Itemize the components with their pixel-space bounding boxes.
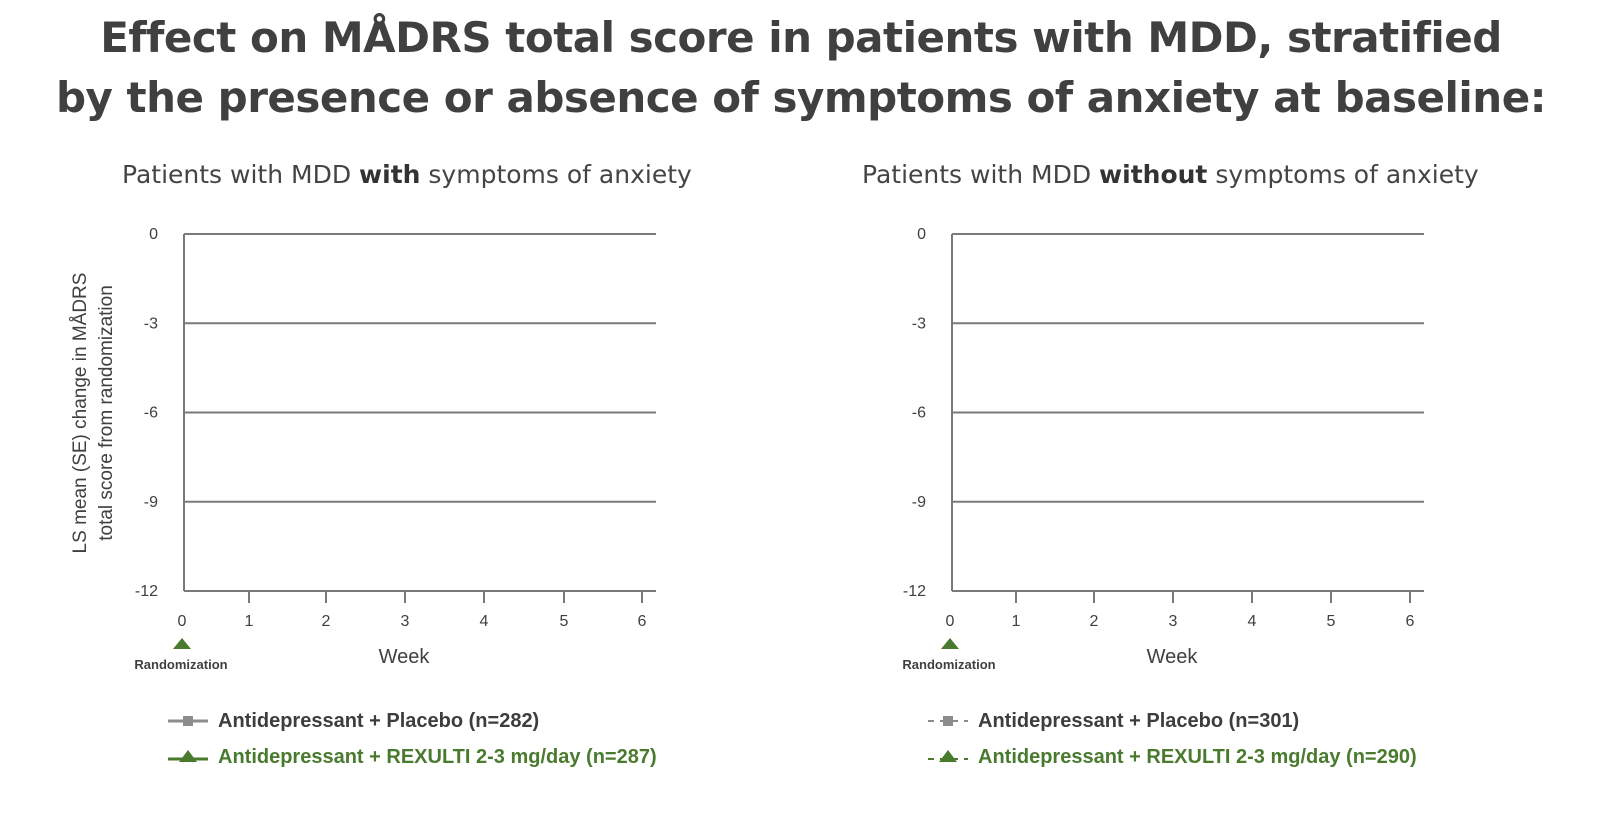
y-axis-label-line-2: total score from randomization: [96, 285, 117, 541]
legend-swatch-rexulti-icon: [168, 750, 208, 762]
legend-label-placebo: Antidepressant + Placebo (n=301): [978, 709, 1300, 732]
x-tick-label: 5: [1327, 613, 1336, 630]
x-tick-label: 6: [1406, 613, 1415, 630]
x-tick-label: 0: [178, 613, 187, 630]
legend-with-anxiety: Antidepressant + Placebo (n=282) Antidep…: [166, 703, 657, 775]
randomization-marker-icon: [941, 638, 959, 649]
y-tick-label: -3: [144, 315, 158, 332]
legend-without-anxiety: Antidepressant + Placebo (n=301) Antidep…: [926, 703, 1417, 775]
x-tick-label: 5: [560, 613, 569, 630]
y-axis-label-line-1: LS mean (SE) change in MÅDRS: [70, 273, 91, 554]
y-tick-label: -12: [903, 583, 926, 600]
chart-title-post: symptoms of anxiety: [1207, 160, 1479, 189]
y-tick-label: 0: [149, 226, 158, 243]
x-tick-label: 6: [638, 613, 647, 630]
y-tick-label: -9: [912, 494, 926, 511]
randomization-label: Randomization: [134, 657, 227, 672]
y-tick-label: 0: [917, 226, 926, 243]
x-tick-label: 4: [480, 613, 489, 630]
randomization-label: Randomization: [902, 657, 995, 672]
x-axis-label: Week: [379, 646, 431, 668]
legend-swatch-rexulti-icon: [928, 750, 968, 762]
legend-label-rexulti: Antidepressant + REXULTI 2-3 mg/day (n=2…: [218, 745, 657, 768]
randomization-marker-icon: [173, 638, 191, 649]
legend-item-rexulti: Antidepressant + REXULTI 2-3 mg/day (n=2…: [926, 739, 1417, 775]
y-tick-label: -3: [912, 315, 926, 332]
y-tick-label: -12: [135, 583, 158, 600]
chart-title-with-anxiety: Patients with MDD with symptoms of anxie…: [122, 160, 692, 189]
legend-item-placebo: Antidepressant + Placebo (n=301): [926, 703, 1417, 739]
chart-title-post: symptoms of anxiety: [420, 160, 692, 189]
chart-title-without-anxiety: Patients with MDD without symptoms of an…: [862, 160, 1479, 189]
x-tick-label: 1: [1012, 613, 1021, 630]
legend-item-rexulti: Antidepressant + REXULTI 2-3 mg/day (n=2…: [166, 739, 657, 775]
x-tick-label: 3: [1169, 613, 1178, 630]
chart-title-bold: with: [359, 160, 421, 189]
chart-title-bold: without: [1099, 160, 1208, 189]
x-tick-label: 3: [401, 613, 410, 630]
x-tick-label: 2: [322, 613, 331, 630]
legend-label-rexulti: Antidepressant + REXULTI 2-3 mg/day (n=2…: [978, 745, 1417, 768]
chart-title-pre: Patients with MDD: [122, 160, 360, 189]
y-tick-label: -6: [912, 405, 926, 422]
legend-label-placebo: Antidepressant + Placebo (n=282): [218, 709, 540, 732]
x-tick-label: 4: [1248, 613, 1257, 630]
page-title: Effect on MÅDRS total score in patients …: [0, 8, 1602, 128]
y-axis-label: LS mean (SE) change in MÅDRS total score …: [70, 273, 117, 554]
page-title-line-1: Effect on MÅDRS total score in patients …: [100, 13, 1502, 62]
x-axis-label: Week: [1147, 646, 1199, 668]
page-title-line-2: by the presence or absence of symptoms o…: [55, 73, 1547, 122]
legend-swatch-placebo-icon: [928, 716, 968, 726]
chart-title-pre: Patients with MDD: [862, 160, 1100, 189]
x-tick-label: 0: [946, 613, 955, 630]
legend-item-placebo: Antidepressant + Placebo (n=282): [166, 703, 657, 739]
y-tick-label: -6: [144, 405, 158, 422]
x-tick-label: 2: [1090, 613, 1099, 630]
legend-swatch-placebo-icon: [168, 716, 208, 726]
y-tick-label: -9: [144, 494, 158, 511]
x-tick-label: 1: [245, 613, 254, 630]
